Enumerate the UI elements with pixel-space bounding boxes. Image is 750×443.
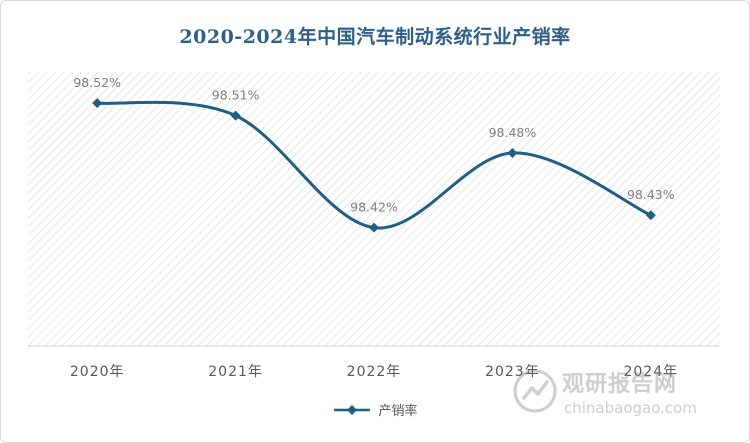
x-tick-label: 2023年 (485, 364, 540, 380)
data-point-marker (645, 210, 656, 221)
legend: 产销率 (0, 400, 750, 419)
x-tick-label: 2022年 (347, 364, 402, 380)
x-tick-labels: 2020年 2021年 2022年 2023年 2024年 (70, 364, 678, 380)
data-label: 98.51% (212, 88, 260, 103)
x-tick-label: 2024年 (623, 364, 678, 380)
data-point-marker (507, 147, 518, 158)
data-point-marker (230, 110, 241, 121)
series-layer: 98.52% 98.51% 98.42% 98.48% 98.43% (73, 75, 675, 233)
watermark-text-cn: 观研报告网 (562, 372, 678, 397)
data-label: 98.52% (73, 75, 121, 90)
data-label: 98.42% (350, 200, 398, 215)
watermark-text-en: chinabaogao.com (564, 399, 697, 417)
data-point-marker (369, 222, 379, 233)
data-label: 98.48% (489, 125, 537, 140)
x-tick-label: 2020年 (70, 364, 125, 380)
watermark-logo-icon (513, 369, 557, 413)
watermark: 观研报告网 chinabaogao.com (512, 366, 744, 426)
legend-label: 产销率 (378, 404, 418, 419)
legend-swatch (334, 404, 371, 415)
data-label: 98.43% (627, 187, 675, 202)
x-tick-label: 2021年 (208, 364, 263, 380)
chart-title: 2020-2024年中国汽车制动系统行业产销率 (179, 26, 571, 48)
data-point-marker (92, 98, 103, 109)
plot-area (28, 72, 720, 346)
